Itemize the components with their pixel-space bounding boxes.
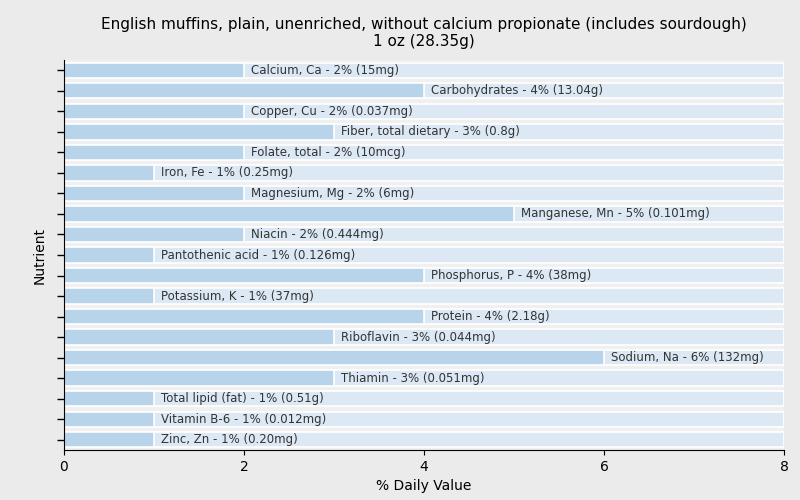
Text: Manganese, Mn - 5% (0.101mg): Manganese, Mn - 5% (0.101mg) — [522, 208, 710, 220]
Bar — [64, 83, 424, 98]
Text: Riboflavin - 3% (0.044mg): Riboflavin - 3% (0.044mg) — [341, 330, 496, 344]
Bar — [64, 144, 244, 160]
Text: Niacin - 2% (0.444mg): Niacin - 2% (0.444mg) — [251, 228, 384, 241]
Title: English muffins, plain, unenriched, without calcium propionate (includes sourdou: English muffins, plain, unenriched, with… — [101, 16, 747, 49]
Bar — [64, 268, 784, 283]
Bar — [64, 104, 784, 119]
Bar — [64, 370, 784, 386]
Bar — [64, 206, 784, 222]
Bar — [64, 309, 784, 324]
Text: Potassium, K - 1% (37mg): Potassium, K - 1% (37mg) — [161, 290, 314, 302]
Bar — [64, 62, 784, 78]
Bar — [64, 288, 784, 304]
Text: Folate, total - 2% (10mcg): Folate, total - 2% (10mcg) — [251, 146, 406, 159]
Bar — [64, 248, 784, 262]
Text: Magnesium, Mg - 2% (6mg): Magnesium, Mg - 2% (6mg) — [251, 187, 414, 200]
Bar — [64, 288, 154, 304]
Text: Thiamin - 3% (0.051mg): Thiamin - 3% (0.051mg) — [341, 372, 485, 384]
Bar — [64, 104, 244, 119]
Text: Iron, Fe - 1% (0.25mg): Iron, Fe - 1% (0.25mg) — [161, 166, 293, 179]
Bar — [64, 83, 784, 98]
Text: Vitamin B-6 - 1% (0.012mg): Vitamin B-6 - 1% (0.012mg) — [161, 412, 326, 426]
Bar — [64, 227, 244, 242]
Bar — [64, 62, 244, 78]
Bar — [64, 412, 784, 427]
Text: Carbohydrates - 4% (13.04g): Carbohydrates - 4% (13.04g) — [431, 84, 603, 98]
Bar — [64, 412, 154, 427]
Text: Sodium, Na - 6% (132mg): Sodium, Na - 6% (132mg) — [611, 351, 764, 364]
Text: Fiber, total dietary - 3% (0.8g): Fiber, total dietary - 3% (0.8g) — [341, 126, 520, 138]
Bar — [64, 165, 784, 180]
Bar — [64, 330, 334, 345]
Bar — [64, 370, 334, 386]
Bar — [64, 206, 514, 222]
Bar — [64, 124, 784, 140]
X-axis label: % Daily Value: % Daily Value — [376, 480, 472, 494]
Bar — [64, 350, 784, 366]
Bar — [64, 248, 154, 262]
Bar — [64, 165, 154, 180]
Bar — [64, 124, 334, 140]
Bar — [64, 432, 784, 448]
Bar — [64, 186, 244, 201]
Bar — [64, 391, 784, 406]
Bar — [64, 350, 604, 366]
Bar — [64, 268, 424, 283]
Text: Phosphorus, P - 4% (38mg): Phosphorus, P - 4% (38mg) — [431, 269, 591, 282]
Text: Protein - 4% (2.18g): Protein - 4% (2.18g) — [431, 310, 550, 323]
Y-axis label: Nutrient: Nutrient — [33, 226, 46, 283]
Bar — [64, 186, 784, 201]
Bar — [64, 144, 784, 160]
Text: Total lipid (fat) - 1% (0.51g): Total lipid (fat) - 1% (0.51g) — [161, 392, 324, 405]
Bar — [64, 391, 154, 406]
Bar — [64, 330, 784, 345]
Text: Zinc, Zn - 1% (0.20mg): Zinc, Zn - 1% (0.20mg) — [161, 433, 298, 446]
Text: Copper, Cu - 2% (0.037mg): Copper, Cu - 2% (0.037mg) — [251, 105, 413, 118]
Text: Pantothenic acid - 1% (0.126mg): Pantothenic acid - 1% (0.126mg) — [161, 248, 355, 262]
Bar — [64, 227, 784, 242]
Text: Calcium, Ca - 2% (15mg): Calcium, Ca - 2% (15mg) — [251, 64, 399, 77]
Bar — [64, 432, 154, 448]
Bar — [64, 309, 424, 324]
